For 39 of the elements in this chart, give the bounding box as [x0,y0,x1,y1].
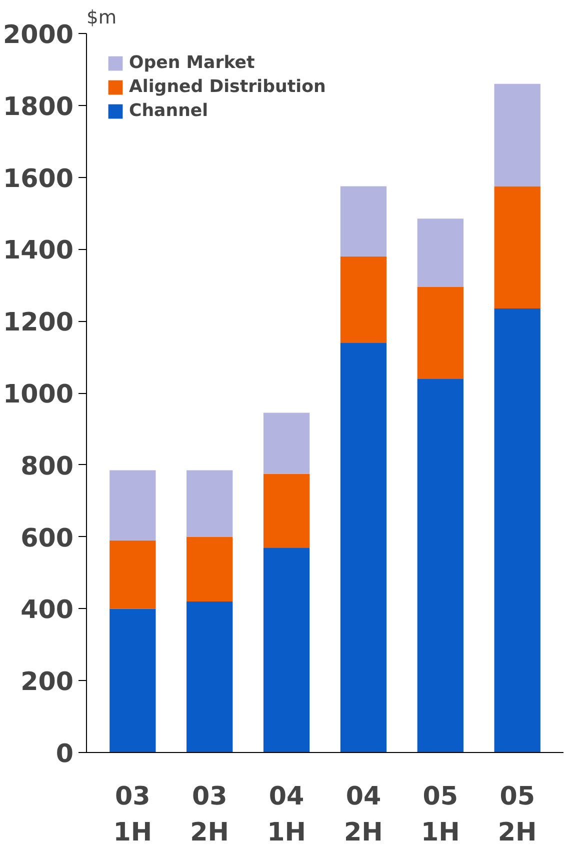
bar [494,186,540,309]
y-tick-label: 1200 [3,306,74,337]
legend-label: Open Market [129,53,255,73]
y-axis-title: $m [86,8,117,28]
bar [186,536,233,602]
bar [110,608,156,752]
y-tick-label: 1600 [3,162,74,193]
legend-label: Channel [129,101,208,121]
y-tick-label: 1400 [3,234,74,265]
x-tick-label: 05 1H [420,780,460,846]
bar [340,186,387,256]
y-tick-label: 400 [20,594,74,624]
bar [417,378,464,752]
y-tick-label: 600 [20,522,74,552]
y-tick-label: 1000 [3,378,74,408]
bar [110,540,156,609]
bar [186,602,233,752]
bar [263,412,310,474]
bar [494,308,540,752]
bar [340,256,387,343]
x-tick-label: 03 1H [113,780,152,846]
y-tick-label: 200 [20,666,74,696]
y-tick-label: 2000 [3,19,74,49]
y-tick-label: 1800 [3,90,74,121]
bar [263,474,310,548]
bar [417,286,464,379]
x-tick-label: 05 2H [498,780,537,846]
bar [110,470,156,540]
y-tick-label: 800 [20,450,74,480]
y-tick-label: 0 [56,738,74,768]
bar [186,470,233,537]
bar [417,218,464,287]
bar [494,84,540,186]
x-tick-label: 03 2H [190,780,230,846]
legend-label: Aligned Distribution [129,77,326,97]
x-tick-label: 04 1H [267,780,306,846]
bar [340,342,387,752]
bar [263,548,310,752]
x-tick-label: 04 2H [344,780,383,846]
